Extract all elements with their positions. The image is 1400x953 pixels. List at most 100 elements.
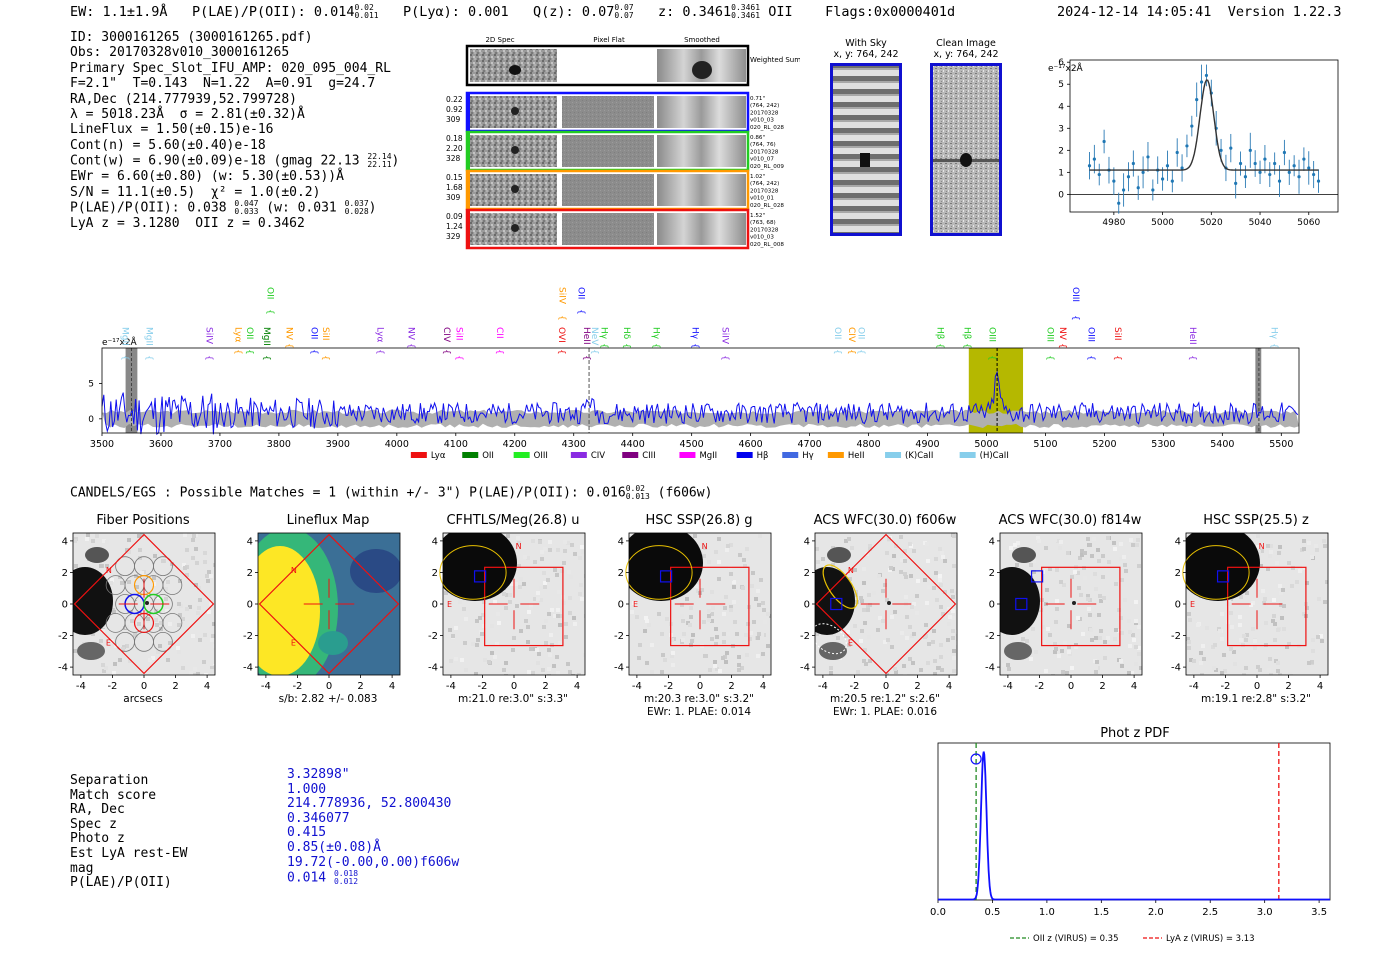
cutout-noise-pixel	[1114, 582, 1118, 586]
line-label: Hβ	[962, 327, 972, 340]
cutout-noise-pixel	[1126, 591, 1130, 595]
cutout-noise-pixel	[1298, 569, 1302, 573]
line-label-bracket: {	[575, 309, 585, 315]
cutout-ytick-label: -2	[800, 631, 810, 642]
cutout-noise-pixel	[195, 561, 199, 565]
cutout-noise-pixel	[951, 636, 955, 640]
cutout-noise-pixel	[899, 570, 903, 574]
cutout-noise-pixel	[742, 558, 746, 562]
cutout-noise-pixel	[73, 649, 77, 653]
info-obs: Obs: 20170328v010_3000161265	[70, 45, 290, 61]
cutout-noise-pixel	[584, 574, 585, 578]
cutout-noise-pixel	[161, 559, 165, 563]
cutout-xtick-label: -4	[446, 681, 456, 692]
photz-pdf-plot: Phot z PDF 0.0 0.5 1.0 1.5 2.0 2.5 3.0 3.5 OII z…	[930, 726, 1331, 944]
cutout-noise-pixel	[458, 600, 462, 604]
cutout-noise-pixel	[580, 545, 584, 549]
zoom-data-point	[1102, 139, 1106, 144]
cutout-noise-pixel	[1048, 633, 1052, 637]
cutout-xtick-label: -2	[292, 681, 302, 692]
cutout-title: ACS WFC(30.0) f814w	[999, 513, 1142, 528]
line-label-bracket: {	[581, 355, 591, 361]
cutout-noise-pixel	[956, 630, 957, 634]
cutout-noise-pixel	[671, 663, 675, 667]
compass-north: N	[291, 566, 297, 575]
cutout-noise-pixel	[722, 612, 726, 616]
header-z: z: 0.3461	[657, 4, 732, 20]
cutout-noise-pixel	[1244, 638, 1248, 642]
spec2d-row-meta: v010_03	[750, 235, 774, 241]
cutout-noise-pixel	[697, 581, 701, 585]
cutout-noise-pixel	[645, 661, 649, 665]
info-wavelength: λ = 5018.23Å σ = 2.81(±0.32)Å	[70, 107, 305, 123]
cutout-noise-pixel	[1127, 619, 1131, 623]
cutout-noise-pixel	[932, 586, 936, 590]
cutout-noise-pixel	[903, 549, 907, 553]
cutout-xtick-label: 2	[914, 681, 920, 692]
cutout-noise-pixel	[757, 632, 761, 636]
cutout-noise-pixel	[95, 534, 99, 538]
cutout-noise-pixel	[1002, 663, 1006, 667]
cutout-noise-pixel	[1045, 588, 1049, 592]
cutout-noise-pixel	[1242, 634, 1246, 638]
cutout-noise-pixel	[931, 640, 935, 644]
cutout-noise-pixel	[1196, 623, 1200, 627]
line-label-bracket: {	[120, 355, 130, 361]
cutout-noise-pixel	[723, 606, 727, 610]
cutout-noise-pixel	[535, 648, 539, 652]
cutout-noise-pixel	[497, 621, 501, 625]
cutout-noise-pixel	[703, 546, 707, 550]
cutout-noise-pixel	[475, 643, 479, 647]
cutout-ytick-label: 4	[432, 536, 438, 547]
cutout-noise-pixel	[1032, 559, 1036, 563]
cutout-noise-pixel	[745, 547, 749, 551]
zoom-spectrum-plot: e⁻¹⁷x2Å 4980 5000 5020 5040 5060 0 1 2 3 4 5 6	[1048, 58, 1339, 228]
cutout-noise-pixel	[1134, 600, 1138, 604]
matches-header-err: 0.02 0.013	[625, 484, 650, 501]
cutout-xtick-label: -2	[849, 681, 859, 692]
cutout-noise-pixel	[740, 666, 744, 670]
cutout-noise-pixel	[680, 603, 684, 607]
cutout-noise-pixel	[1279, 591, 1283, 595]
spec2d-row-meta: 020_RL_008	[750, 242, 784, 248]
emission-blob	[511, 107, 519, 115]
cutout-noise-pixel	[516, 536, 520, 540]
match-table-values: 3.32898" 1.000 214.778936, 52.800430 0.3…	[287, 767, 459, 886]
full-xtick-label: 5500	[1269, 439, 1293, 450]
cutout-noise-pixel	[1015, 563, 1019, 567]
cutout-noise-pixel	[862, 608, 866, 612]
cutout-noise-pixel	[1187, 612, 1191, 616]
cutout-noise-pixel	[1269, 673, 1273, 675]
zoom-data-point	[1170, 179, 1174, 183]
cutout-noise-pixel	[101, 663, 105, 667]
cutout-noise-pixel	[708, 668, 712, 672]
match-label: Est LyA rest-EW	[70, 845, 188, 861]
cutout-noise-pixel	[164, 597, 168, 601]
cutout-noise-pixel	[700, 588, 704, 592]
cutout-noise-pixel	[1106, 636, 1110, 640]
cutout-noise-pixel	[191, 556, 195, 560]
spec2d-row-smooth	[657, 174, 746, 206]
cutout-noise-pixel	[1278, 545, 1282, 549]
cutout-noise-pixel	[555, 655, 559, 659]
cutout-noise-pixel	[935, 598, 939, 602]
cutout-noise-pixel	[213, 644, 215, 648]
cutout-noise-pixel	[125, 644, 129, 648]
cutout-noise-pixel	[1090, 638, 1094, 642]
legend-label: Hβ	[757, 451, 769, 461]
galaxy-blob	[77, 642, 105, 660]
cutout-noise-pixel	[1073, 570, 1077, 574]
cutout-noise-pixel	[177, 623, 181, 627]
cutout-noise-pixel	[924, 623, 928, 627]
cutout-noise-pixel	[1205, 626, 1209, 630]
cutout-noise-pixel	[1276, 661, 1280, 665]
cutout-noise-pixel	[508, 593, 512, 597]
cutout-noise-pixel	[1073, 673, 1077, 675]
cutout-title: HSC SSP(25.5) z	[1203, 513, 1309, 528]
cutout-noise-pixel	[1051, 674, 1055, 675]
cutout-noise-pixel	[1107, 560, 1111, 564]
cutout-noise-pixel	[850, 546, 854, 550]
cutout-noise-pixel	[487, 660, 491, 664]
line-label: SiII	[1112, 327, 1122, 341]
zoom-xtick-label: 5020	[1200, 218, 1223, 228]
